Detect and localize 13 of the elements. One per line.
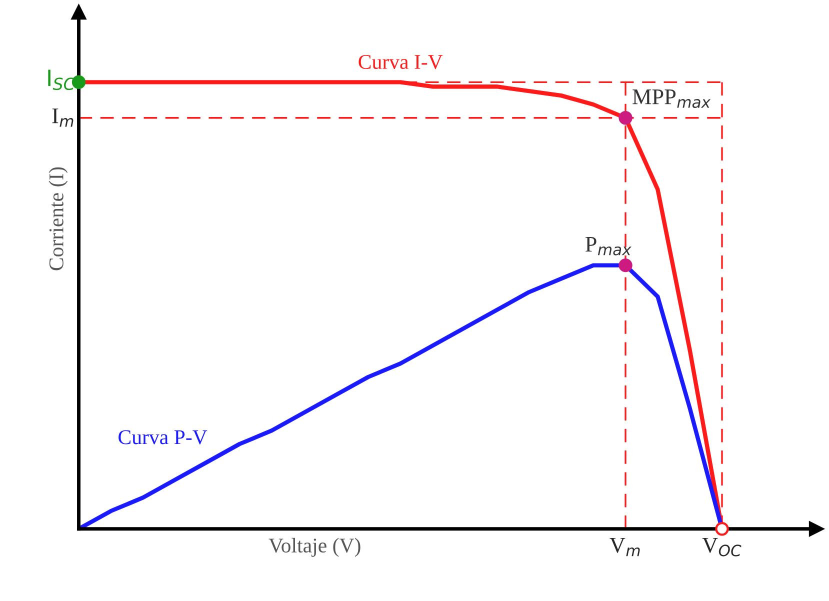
- x-tick-label: V$_{OC}$: [702, 538, 742, 556]
- point: [618, 258, 632, 272]
- series-label: Curva I-V: [358, 54, 443, 70]
- x-axis-title: Voltaje (V): [268, 538, 360, 557]
- series-label: I$_{SC}$: [48, 70, 75, 90]
- series-label: MPP$_{max}$: [632, 90, 711, 108]
- series-label: Curva P-V: [118, 430, 208, 444]
- point: [618, 111, 632, 125]
- ref-line-label: I$_{m}$: [52, 108, 74, 127]
- series-label: P$_{max}$: [585, 236, 632, 256]
- point: [715, 522, 729, 536]
- x-tick-label: V$_{m}$: [610, 538, 640, 556]
- y-axis-title: Corriente (I): [48, 167, 68, 270]
